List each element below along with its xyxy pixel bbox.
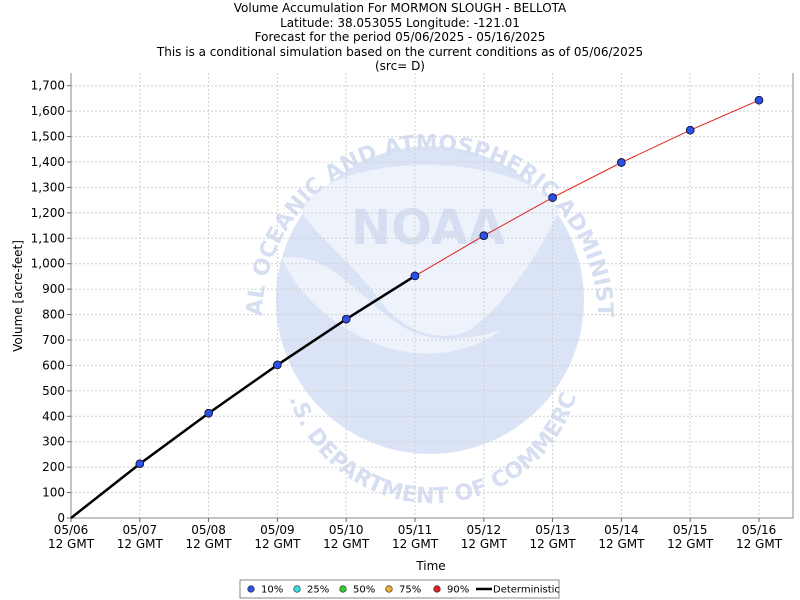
y-tick-label: 1,500 — [31, 130, 65, 144]
axes — [70, 73, 794, 519]
x-tick-sublabel: 12 GMT — [323, 537, 370, 551]
title-line-2: Latitude: 38.053055 Longitude: -121.01 — [280, 15, 520, 30]
title-line-5: (src= D) — [375, 59, 425, 74]
x-tick-label: 05/14 — [604, 523, 639, 537]
x-tick-sublabel: 12 GMT — [461, 537, 508, 551]
y-tick-label: 0 — [57, 511, 65, 525]
x-tick-label: 05/06 — [54, 523, 89, 537]
y-tick-label: 1,600 — [31, 104, 65, 118]
x-tick-label: 05/15 — [673, 523, 708, 537]
x-tick-label: 05/11 — [398, 523, 433, 537]
y-tick-label: 800 — [42, 308, 65, 322]
x-tick-label: 05/10 — [329, 523, 364, 537]
legend-label: 10% — [261, 585, 283, 596]
y-tick-label: 1,000 — [31, 257, 65, 271]
x-tick-sublabel: 12 GMT — [186, 537, 233, 551]
title-line-4: This is a conditional simulation based o… — [156, 44, 644, 59]
chart-title: Volume Accumulation For MORMON SLOUGH - … — [0, 0, 800, 74]
legend-marker-90pct — [433, 585, 441, 593]
y-tick-label: 1,300 — [31, 180, 65, 194]
legend-marker-25pct — [293, 585, 301, 593]
y-axis-ticks: 0 100 200 300 400 500 600 700 800 900 1,000 1,100 1,… — [31, 79, 71, 525]
data-point-10pct — [754, 96, 764, 105]
x-tick-sublabel: 12 GMT — [667, 537, 714, 551]
y-tick-label: 1,400 — [31, 155, 65, 169]
series-lines — [70, 99, 760, 519]
data-point-10pct — [686, 126, 695, 135]
legend-label: 25% — [307, 585, 329, 596]
title-line-1: Volume Accumulation For MORMON SLOUGH - … — [233, 1, 567, 15]
y-tick-label: 700 — [42, 333, 65, 347]
deterministic-line — [70, 274, 416, 519]
data-point-10pct — [135, 459, 144, 469]
y-tick-label: 300 — [42, 435, 65, 449]
y-tick-label: 400 — [42, 409, 65, 423]
data-point-10pct — [479, 231, 488, 240]
x-tick-sublabel: 12 GMT — [530, 537, 577, 551]
data-point-10pct — [342, 314, 351, 324]
x-tick-sublabel: 12 GMT — [392, 537, 439, 551]
legend-marker-75pct — [385, 585, 393, 593]
grid-lines — [71, 73, 793, 518]
x-tick-label: 05/13 — [535, 523, 570, 537]
x-tick-label: 05/07 — [123, 523, 158, 537]
legend-label: 75% — [399, 585, 421, 596]
noaa-logo-text: NOAA — [351, 200, 505, 256]
y-tick-label: 200 — [42, 460, 65, 474]
x-tick-label: 05/08 — [191, 523, 226, 537]
y-tick-label: 100 — [42, 486, 65, 500]
y-tick-label: 1,100 — [31, 231, 65, 245]
forecast-line — [414, 99, 760, 277]
y-axis-title: Volume [acre-feet] — [11, 240, 25, 352]
legend-label: 90% — [447, 585, 469, 596]
y-tick-label: 900 — [42, 282, 65, 296]
title-line-3: Forecast for the period 05/06/2025 - 05/… — [254, 30, 546, 45]
y-tick-label: 600 — [42, 358, 65, 372]
legend-label: Deterministic — [493, 585, 560, 596]
data-point-10pct — [204, 409, 213, 418]
x-tick-label: 05/16 — [742, 523, 777, 537]
legend: 10% 25% 50% 75% 90% Deterministic — [239, 579, 560, 599]
legend-marker-10pct — [247, 585, 255, 593]
x-tick-sublabel: 12 GMT — [117, 537, 164, 551]
x-tick-label: 05/09 — [260, 523, 295, 537]
legend-marker-50pct — [339, 585, 347, 593]
x-tick-sublabel: 12 GMT — [254, 537, 301, 551]
y-tick-label: 500 — [42, 384, 65, 398]
data-point-10pct — [410, 271, 420, 281]
x-tick-sublabel: 12 GMT — [48, 537, 95, 551]
x-axis-title: Time — [415, 559, 445, 573]
legend-label: 50% — [353, 585, 375, 596]
data-point-10pct — [548, 193, 557, 202]
data-points — [135, 96, 764, 469]
legend-box — [239, 579, 560, 599]
x-tick-sublabel: 12 GMT — [598, 537, 645, 551]
y-tick-label: 1,700 — [31, 79, 65, 93]
noaa-watermark-logo: NOAA NATIONAL OCEANIC AND ATMOSPHERIC AD… — [0, 0, 617, 509]
data-point-10pct — [273, 360, 282, 370]
x-tick-label: 05/12 — [467, 523, 502, 537]
y-tick-label: 1,200 — [31, 206, 65, 220]
data-point-10pct — [617, 158, 626, 167]
x-tick-sublabel: 12 GMT — [736, 537, 783, 551]
